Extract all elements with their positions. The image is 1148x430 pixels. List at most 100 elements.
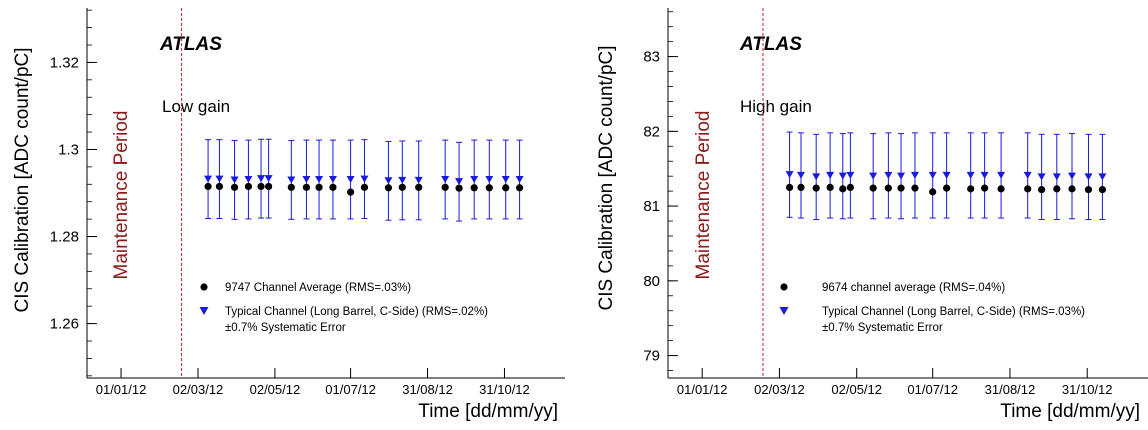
channel-average-point [230, 183, 239, 191]
typical-channel-point [485, 176, 494, 184]
y-tick-label: 1.26 [50, 316, 79, 333]
typical-channel-point [1037, 173, 1046, 181]
legend-label-average: 9674 channel average (RMS=.04%) [822, 282, 1005, 294]
typical-channel-point [302, 176, 311, 184]
typical-channel-point [1023, 171, 1032, 179]
y-tick-label: 80 [643, 273, 660, 290]
typical-channel-point [869, 172, 878, 180]
channel-average-point [315, 183, 323, 191]
typical-channel-point [910, 171, 919, 179]
legend-marker-average [200, 283, 208, 291]
typical-channel-point [1084, 173, 1093, 181]
y-tick-label: 82 [643, 123, 660, 140]
typical-channel-point [470, 176, 479, 184]
legend-marker-typical [199, 307, 209, 315]
channel-average-point [839, 185, 847, 193]
channel-average-point [826, 183, 834, 191]
typical-channel-point [346, 176, 355, 184]
legend: 9747 Channel Average (RMS=.03%) Typical … [199, 282, 488, 334]
typical-channel-point [1052, 173, 1061, 181]
channel-average-point [204, 182, 212, 191]
atlas-title: ATLAS [159, 34, 222, 55]
channel-average-point [455, 184, 463, 192]
x-tick-label: 31/10/12 [479, 382, 530, 397]
channel-average-point [215, 182, 224, 191]
channel-average-point [929, 188, 937, 196]
y-tick-label: 1.28 [50, 229, 79, 246]
typical-channel-point [315, 176, 324, 184]
x-tick-label: 01/07/12 [325, 382, 376, 397]
channel-average-point [515, 184, 524, 192]
typical-channel-point [501, 176, 510, 184]
channel-average-point [884, 184, 892, 192]
x-tick-label: 01/01/12 [677, 382, 728, 397]
x-tick-label: 02/05/12 [831, 382, 882, 397]
channel-average-point [265, 182, 273, 191]
x-tick-label: 02/05/12 [250, 382, 301, 397]
x-tick-label: 31/10/12 [1062, 382, 1113, 397]
typical-channel-point [884, 171, 893, 179]
typical-channel-point [398, 176, 407, 184]
x-axis-label: Time [dd/mm/yy] [418, 401, 558, 422]
channel-average-point [943, 184, 951, 192]
x-tick-label: 31/08/12 [402, 382, 453, 397]
channel-average-point [812, 184, 820, 192]
channel-average-point [470, 184, 478, 192]
y-tick-label: 1.3 [58, 141, 79, 158]
y-axis-label: CIS Calibration [ADC count/pC] [12, 47, 33, 312]
channel-average-point [785, 183, 794, 191]
channel-average-point [1024, 185, 1032, 193]
typical-channel-point [812, 173, 821, 181]
typical-channel-point [846, 171, 855, 179]
x-tick-label: 02/03/12 [173, 382, 224, 397]
gain-annotation: Low gain [162, 97, 230, 116]
typical-channel-point [942, 171, 951, 179]
typical-channel-point [785, 171, 794, 179]
typical-channel-point [796, 171, 805, 179]
typical-channel-point [414, 176, 423, 184]
typical-channel-point [928, 171, 937, 179]
channel-average-point [1038, 186, 1046, 194]
axes: 1.26 1.28 1.3 1.32 01/01/12 02/03/12 02/05/12 0… [50, 8, 565, 397]
typical-channel-point [1068, 172, 1077, 180]
maintenance-period-label: Maintenance Period [693, 111, 714, 280]
legend-label-systematic: ±0.7% Systematic Error [225, 322, 346, 334]
legend-label-average: 9747 Channel Average (RMS=.03%) [225, 282, 411, 294]
y-tick-label: 79 [643, 348, 660, 365]
typical-channel-point [264, 175, 273, 183]
typical-channel-point [897, 172, 906, 180]
channel-average-point [1098, 186, 1107, 194]
typical-channel-point [997, 171, 1006, 179]
channel-average-point [797, 183, 805, 191]
typical-channel-point [441, 176, 450, 184]
y-axis-label: CIS Calibration [ADC count/pC] [596, 45, 617, 310]
typical-channel-point [257, 175, 266, 183]
channel-average-point [1053, 185, 1061, 193]
typical-channel-point [838, 172, 847, 180]
low-gain-panel: ATLAS Low gain Maintenance Period CIS Ca… [12, 8, 565, 422]
channel-average-point [329, 183, 337, 191]
typical-channel-point [230, 176, 239, 184]
channel-average-point [441, 183, 449, 191]
x-axis-label: Time [dd/mm/yy] [1000, 401, 1140, 422]
gain-annotation: High gain [740, 97, 812, 116]
legend-label-systematic: ±0.7% Systematic Error [822, 322, 943, 334]
x-tick-label: 01/01/12 [96, 382, 147, 397]
channel-average-point [967, 185, 975, 193]
typical-channel-point [826, 171, 835, 179]
atlas-title: ATLAS [739, 34, 802, 55]
channel-average-point [485, 184, 493, 192]
typical-channel-point [455, 178, 464, 186]
channel-average-point [257, 182, 265, 191]
typical-channel-point [515, 176, 524, 184]
typical-channel-point [980, 171, 989, 179]
data-marks [204, 138, 524, 222]
legend-marker-typical [779, 307, 789, 315]
typical-channel-point [287, 176, 296, 184]
legend-label-typical: Typical Channel (Long Barrel, C-Side) (R… [225, 306, 488, 318]
typical-channel-point [966, 171, 975, 179]
channel-average-point [302, 183, 311, 191]
channel-average-point [346, 188, 355, 196]
channel-average-point [244, 182, 253, 191]
typical-channel-point [328, 176, 337, 184]
